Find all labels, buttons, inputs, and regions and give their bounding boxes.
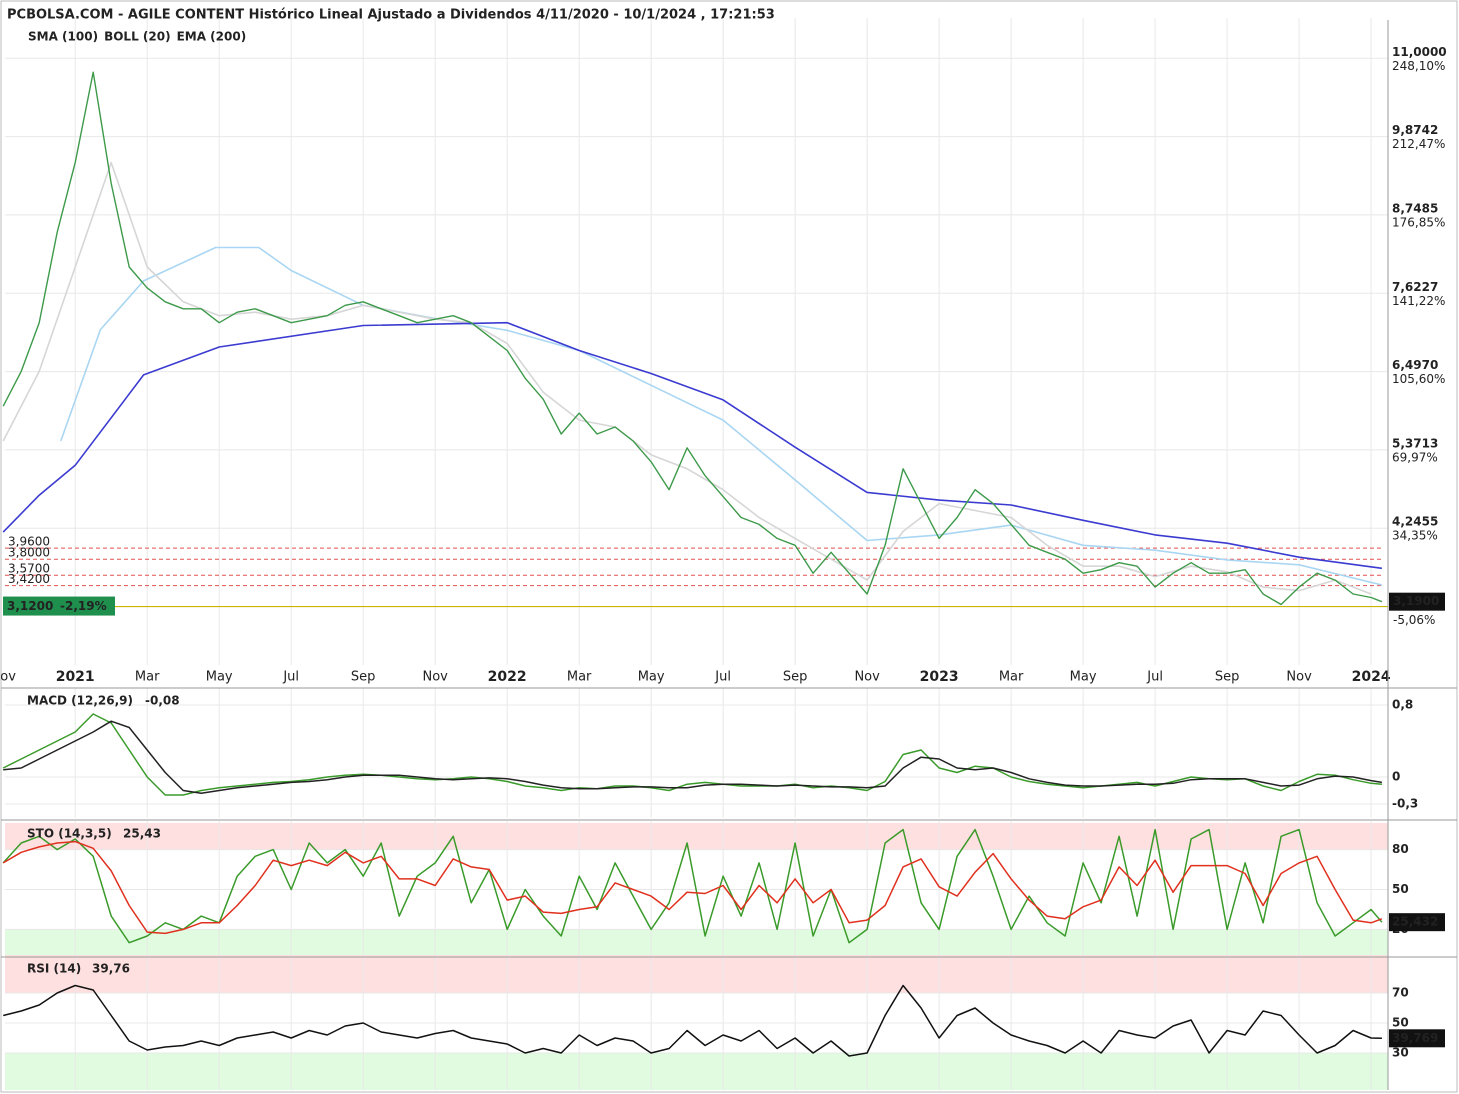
panel-current: -0,08 xyxy=(145,694,180,708)
indicator-line xyxy=(3,720,1383,794)
x-tick-label: May xyxy=(206,670,233,685)
last-label: 39,769 xyxy=(1392,1031,1438,1045)
y-tick-change: 105,60% xyxy=(1392,372,1445,386)
y-tick-label: 4,2455 xyxy=(1392,515,1438,529)
y-tick-label: 70 xyxy=(1392,985,1409,999)
y-tick-label: 8,7485 xyxy=(1392,201,1438,215)
x-tick-label: Nov xyxy=(1286,670,1312,685)
panel-current: 25,43 xyxy=(123,827,161,841)
reference-change: -2,19% xyxy=(60,599,107,613)
band xyxy=(5,1052,1388,1090)
indicator-line xyxy=(2,713,1382,796)
x-tick-label: 2023 xyxy=(920,669,959,685)
y-tick-label: 5,3713 xyxy=(1392,436,1438,450)
y-tick-label: 50 xyxy=(1392,882,1409,896)
last-label: 25,432 xyxy=(1392,915,1438,929)
level-label: 3,4200 xyxy=(8,572,50,586)
y-tick-label: 0,8 xyxy=(1392,698,1413,712)
x-tick-label: Mar xyxy=(999,670,1024,685)
y-tick-label: -0,3 xyxy=(1392,796,1418,810)
x-tick-label: May xyxy=(1070,670,1097,685)
x-tick-label: Sep xyxy=(351,670,376,685)
level-label: 3,5700 xyxy=(8,562,50,576)
price-line xyxy=(2,71,1383,606)
series-line xyxy=(60,246,1383,586)
y-tick-change: 212,47% xyxy=(1392,137,1445,151)
y-tick-label: 80 xyxy=(1392,842,1409,856)
chart-title: PCBOLSA.COM - AGILE CONTENT Histórico Li… xyxy=(7,8,775,23)
x-tick-label: 2024 xyxy=(1352,669,1391,685)
indicator-line xyxy=(2,828,1383,944)
panel-title: STO (14,3,5) xyxy=(27,827,112,841)
y-tick-change: 34,35% xyxy=(1392,529,1438,543)
x-tick-label: Nov xyxy=(422,670,448,685)
y-tick-label: 6,4970 xyxy=(1392,358,1438,372)
y-tick-change: 176,85% xyxy=(1392,215,1445,229)
y-tick-change: 69,97% xyxy=(1392,450,1438,464)
legend-entry: EMA (200) xyxy=(177,30,247,44)
x-tick-label: Jul xyxy=(1146,670,1163,685)
y-tick-label: 50 xyxy=(1392,1015,1409,1029)
x-tick-label: Nov xyxy=(854,670,880,685)
x-tick-label: Jul xyxy=(282,670,299,685)
indicator-line xyxy=(2,840,1383,935)
last-box xyxy=(1389,913,1445,932)
y-tick-label: 0 xyxy=(1392,769,1400,783)
series-line xyxy=(2,321,1383,570)
panel-title: MACD (12,26,9) xyxy=(27,694,133,708)
last-label: 3,1900 xyxy=(1393,594,1439,608)
x-tick-label: Sep xyxy=(1215,670,1240,685)
reference-label: 3,1200 xyxy=(7,599,53,613)
last-box xyxy=(1389,592,1445,611)
level-label: 3,8000 xyxy=(8,546,50,560)
reference-box xyxy=(3,596,115,616)
legend-entry: SMA (100) xyxy=(28,30,98,44)
y-tick-change: 248,10% xyxy=(1392,59,1445,73)
last-box xyxy=(1389,1029,1445,1048)
last-change: -5,06% xyxy=(1393,613,1435,627)
x-tick-label: Mar xyxy=(135,670,160,685)
level-label: 3,9600 xyxy=(8,535,50,549)
panel-title: RSI (14) xyxy=(27,962,81,976)
band xyxy=(5,823,1388,850)
y-tick-change: 141,22% xyxy=(1392,294,1445,308)
indicator-line xyxy=(3,984,1382,1057)
x-tick-label: Nov xyxy=(0,670,16,685)
y-tick-label: 30 xyxy=(1392,1045,1409,1059)
x-tick-label: Jul xyxy=(714,670,731,685)
x-tick-label: Sep xyxy=(783,670,808,685)
panel-current: 39,76 xyxy=(92,962,130,976)
x-tick-label: Mar xyxy=(567,670,592,685)
band xyxy=(5,929,1388,956)
y-tick-label: 9,8742 xyxy=(1392,123,1438,137)
band xyxy=(5,955,1388,993)
x-tick-label: 2022 xyxy=(488,669,527,685)
x-tick-label: 2021 xyxy=(56,669,95,685)
legend-entry: BOLL (20) xyxy=(104,30,171,44)
x-tick-label: May xyxy=(638,670,665,685)
y-tick-label: 11,0000 xyxy=(1392,45,1447,59)
y-tick-label: 7,6227 xyxy=(1392,280,1438,294)
